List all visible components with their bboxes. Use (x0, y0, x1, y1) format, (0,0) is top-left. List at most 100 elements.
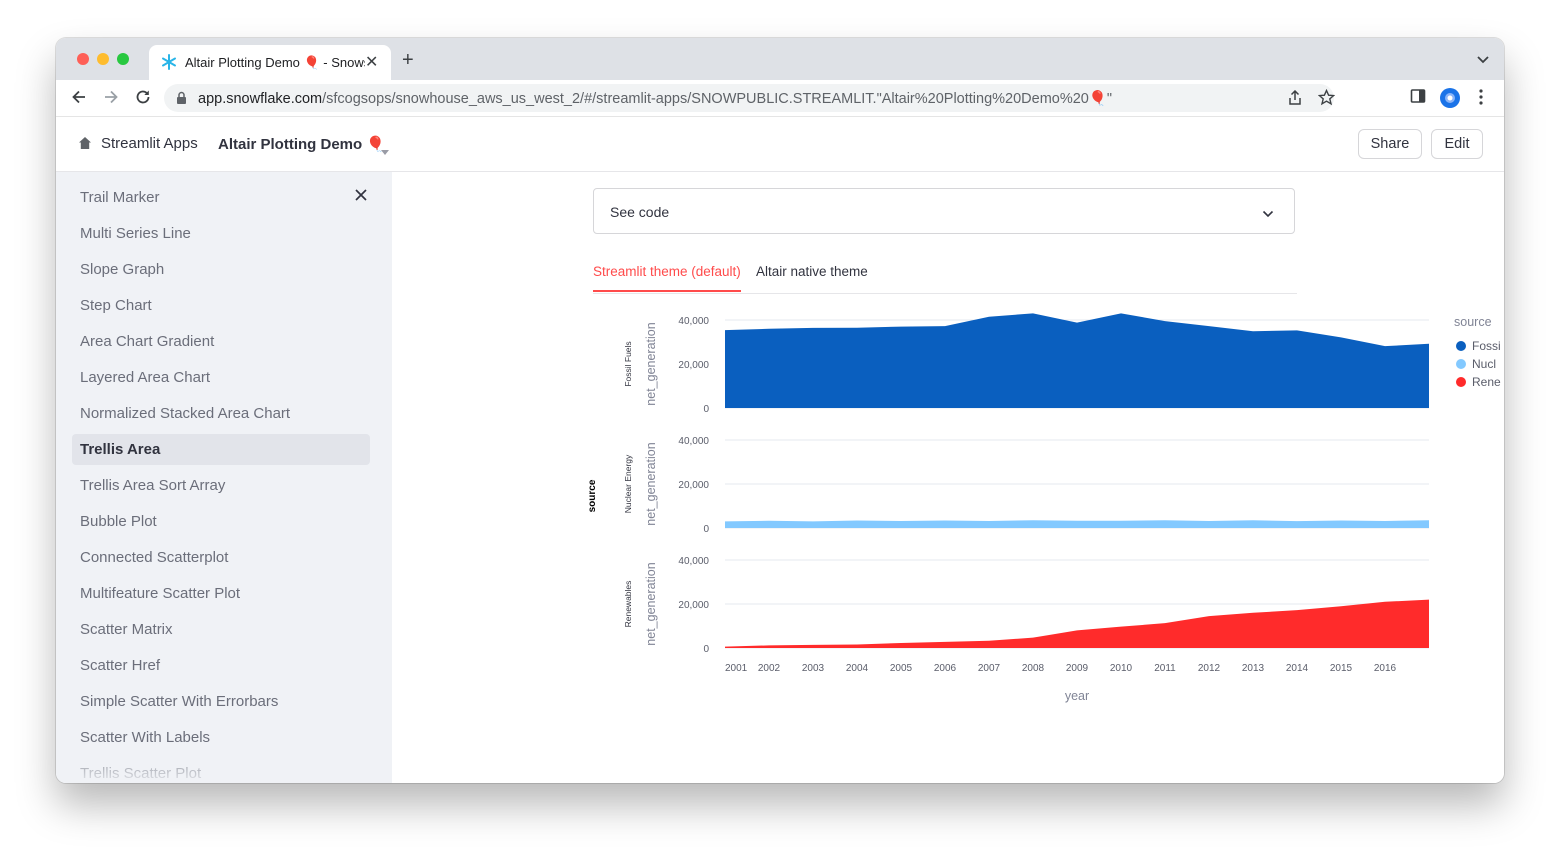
expander-label: See code (610, 204, 670, 220)
facet-row-label: Renewables (623, 581, 633, 628)
minimize-window-button[interactable] (97, 53, 109, 65)
facet-row-label: Nuclear Energy (623, 454, 633, 513)
back-arrow-icon[interactable] (70, 88, 88, 111)
share-page-icon[interactable] (1288, 89, 1302, 111)
sidebar-item[interactable]: Connected Scatterplot (80, 549, 229, 566)
close-sidebar-icon[interactable] (354, 188, 368, 207)
browser-tab[interactable]: Altair Plotting Demo 🎈 - Snowsight ✕ (149, 45, 391, 80)
sidebar-item[interactable]: Bubble Plot (80, 513, 157, 530)
tab-streamlit-theme[interactable]: Streamlit theme (default) (593, 264, 741, 292)
y-tick-label: 40,000 (678, 436, 709, 447)
sidebar-item[interactable]: Area Chart Gradient (80, 333, 215, 350)
snowflake-icon (161, 54, 177, 75)
x-tick-label: 2009 (1066, 663, 1089, 674)
x-tick-label: 2001 (725, 663, 748, 674)
browser-toolbar: app.snowflake.com/sfcogsops/snowhouse_aw… (56, 80, 1504, 117)
sidebar-item[interactable]: Scatter With Labels (80, 729, 211, 746)
sidebar-item[interactable]: Multi Series Line (80, 225, 191, 242)
chevron-down-icon (1262, 205, 1274, 223)
y-axis-title: net_generation (644, 442, 658, 525)
sidebar-item[interactable]: Layered Area Chart (80, 369, 211, 386)
sidebar-item[interactable]: Multifeature Scatter Plot (80, 585, 241, 602)
y-tick-label: 0 (703, 404, 709, 415)
x-axis-title: year (1065, 689, 1089, 703)
legend-swatch (1456, 341, 1466, 351)
y-tick-label: 40,000 (678, 316, 709, 327)
sidebar-item[interactable]: Scatter Href (80, 657, 161, 674)
sidebar-item[interactable]: Trail Marker (80, 189, 160, 206)
app-header: Streamlit Apps Altair Plotting Demo 🎈 Sh… (56, 117, 1504, 172)
x-tick-label: 2015 (1330, 663, 1353, 674)
sidebar-item[interactable]: Simple Scatter With Errorbars (80, 693, 279, 710)
see-code-expander[interactable]: See code (593, 188, 1295, 234)
lock-icon (176, 91, 187, 110)
tab-search-chevron-icon[interactable] (1476, 52, 1490, 70)
y-tick-label: 0 (703, 644, 709, 655)
sidebar-item[interactable]: Slope Graph (80, 261, 165, 278)
legend-label: Rene (1472, 375, 1501, 389)
chevron-down-icon[interactable] (380, 143, 390, 161)
reload-icon[interactable] (134, 88, 152, 111)
tab-altair-native-theme[interactable]: Altair native theme (756, 264, 868, 279)
x-tick-label: 2014 (1286, 663, 1309, 674)
profile-avatar-icon[interactable] (1439, 87, 1461, 114)
legend-title: source (1454, 315, 1492, 329)
close-window-button[interactable] (77, 53, 89, 65)
edit-button[interactable]: Edit (1431, 129, 1483, 159)
facet-title: source (587, 479, 598, 512)
tab-close-icon[interactable]: ✕ (365, 54, 379, 71)
x-tick-label: 2013 (1242, 663, 1265, 674)
browser-window: Altair Plotting Demo 🎈 - Snowsight ✕ + a… (56, 38, 1504, 783)
y-tick-label: 40,000 (678, 556, 709, 567)
area-nuclear-energy (725, 520, 1429, 528)
x-tick-label: 2004 (846, 663, 869, 674)
sidebar-item[interactable]: Trellis Area Sort Array (80, 477, 226, 494)
app-title[interactable]: Altair Plotting Demo 🎈 (218, 136, 386, 153)
x-tick-label: 2005 (890, 663, 913, 674)
area-fossil-fuels (725, 313, 1429, 408)
tab-title: Altair Plotting Demo 🎈 - Snowsight (185, 55, 365, 70)
x-tick-label: 2016 (1374, 663, 1397, 674)
sidebar: Trail Marker Multi Series Line Slope Graph… (56, 172, 392, 783)
x-tick-label: 2003 (802, 663, 825, 674)
y-axis-title: net_generation (644, 322, 658, 405)
main-content: See code Streamlit theme (default) Altai… (392, 172, 1504, 783)
new-tab-icon[interactable]: + (402, 49, 414, 71)
x-tick-label: 2007 (978, 663, 1001, 674)
facet-row-label: Fossil Fuels (623, 341, 633, 386)
y-tick-label: 0 (703, 524, 709, 535)
home-icon[interactable] (78, 136, 92, 155)
forward-arrow-icon[interactable] (102, 88, 120, 111)
browser-menu-icon[interactable] (1478, 88, 1484, 111)
legend-swatch (1456, 377, 1466, 387)
address-bar[interactable]: app.snowflake.com/sfcogsops/snowhouse_aw… (164, 84, 1336, 112)
theme-tabs: Streamlit theme (default) Altair native … (593, 256, 1297, 294)
x-tick-label: 2006 (934, 663, 957, 674)
zoom-window-button[interactable] (117, 53, 129, 65)
sidebar-item[interactable]: Trellis Area (72, 434, 370, 465)
y-tick-label: 20,000 (678, 600, 709, 611)
sidebar-item[interactable]: Scatter Matrix (80, 621, 173, 638)
y-axis-title: net_generation (644, 562, 658, 645)
x-tick-label: 2012 (1198, 663, 1221, 674)
tab-strip: Altair Plotting Demo 🎈 - Snowsight ✕ + (56, 38, 1504, 80)
sidebar-item[interactable]: Normalized Stacked Area Chart (80, 405, 291, 422)
x-tick-label: 2011 (1154, 663, 1176, 674)
sidebar-item[interactable]: Step Chart (80, 297, 152, 314)
x-tick-label: 2002 (758, 663, 781, 674)
streamlit-apps-link[interactable]: Streamlit Apps (101, 135, 198, 152)
legend-label: Nucl (1472, 357, 1496, 371)
side-panel-icon[interactable] (1410, 88, 1426, 109)
bookmark-star-icon[interactable] (1317, 88, 1336, 111)
y-tick-label: 20,000 (678, 360, 709, 371)
legend-label: Fossi (1472, 339, 1501, 353)
sidebar-item[interactable]: Trellis Scatter Plot (80, 765, 202, 782)
trellis-area-chart: 0 20,000 40,000 net_generation Fossil Fuels 0… (587, 313, 1501, 703)
x-tick-label: 2008 (1022, 663, 1045, 674)
x-tick-label: 2010 (1110, 663, 1133, 674)
area-renewables (725, 599, 1429, 648)
y-tick-label: 20,000 (678, 480, 709, 491)
legend-swatch (1456, 359, 1466, 369)
url-text: app.snowflake.com/sfcogsops/snowhouse_aw… (198, 91, 1113, 107)
share-button[interactable]: Share (1358, 129, 1422, 159)
